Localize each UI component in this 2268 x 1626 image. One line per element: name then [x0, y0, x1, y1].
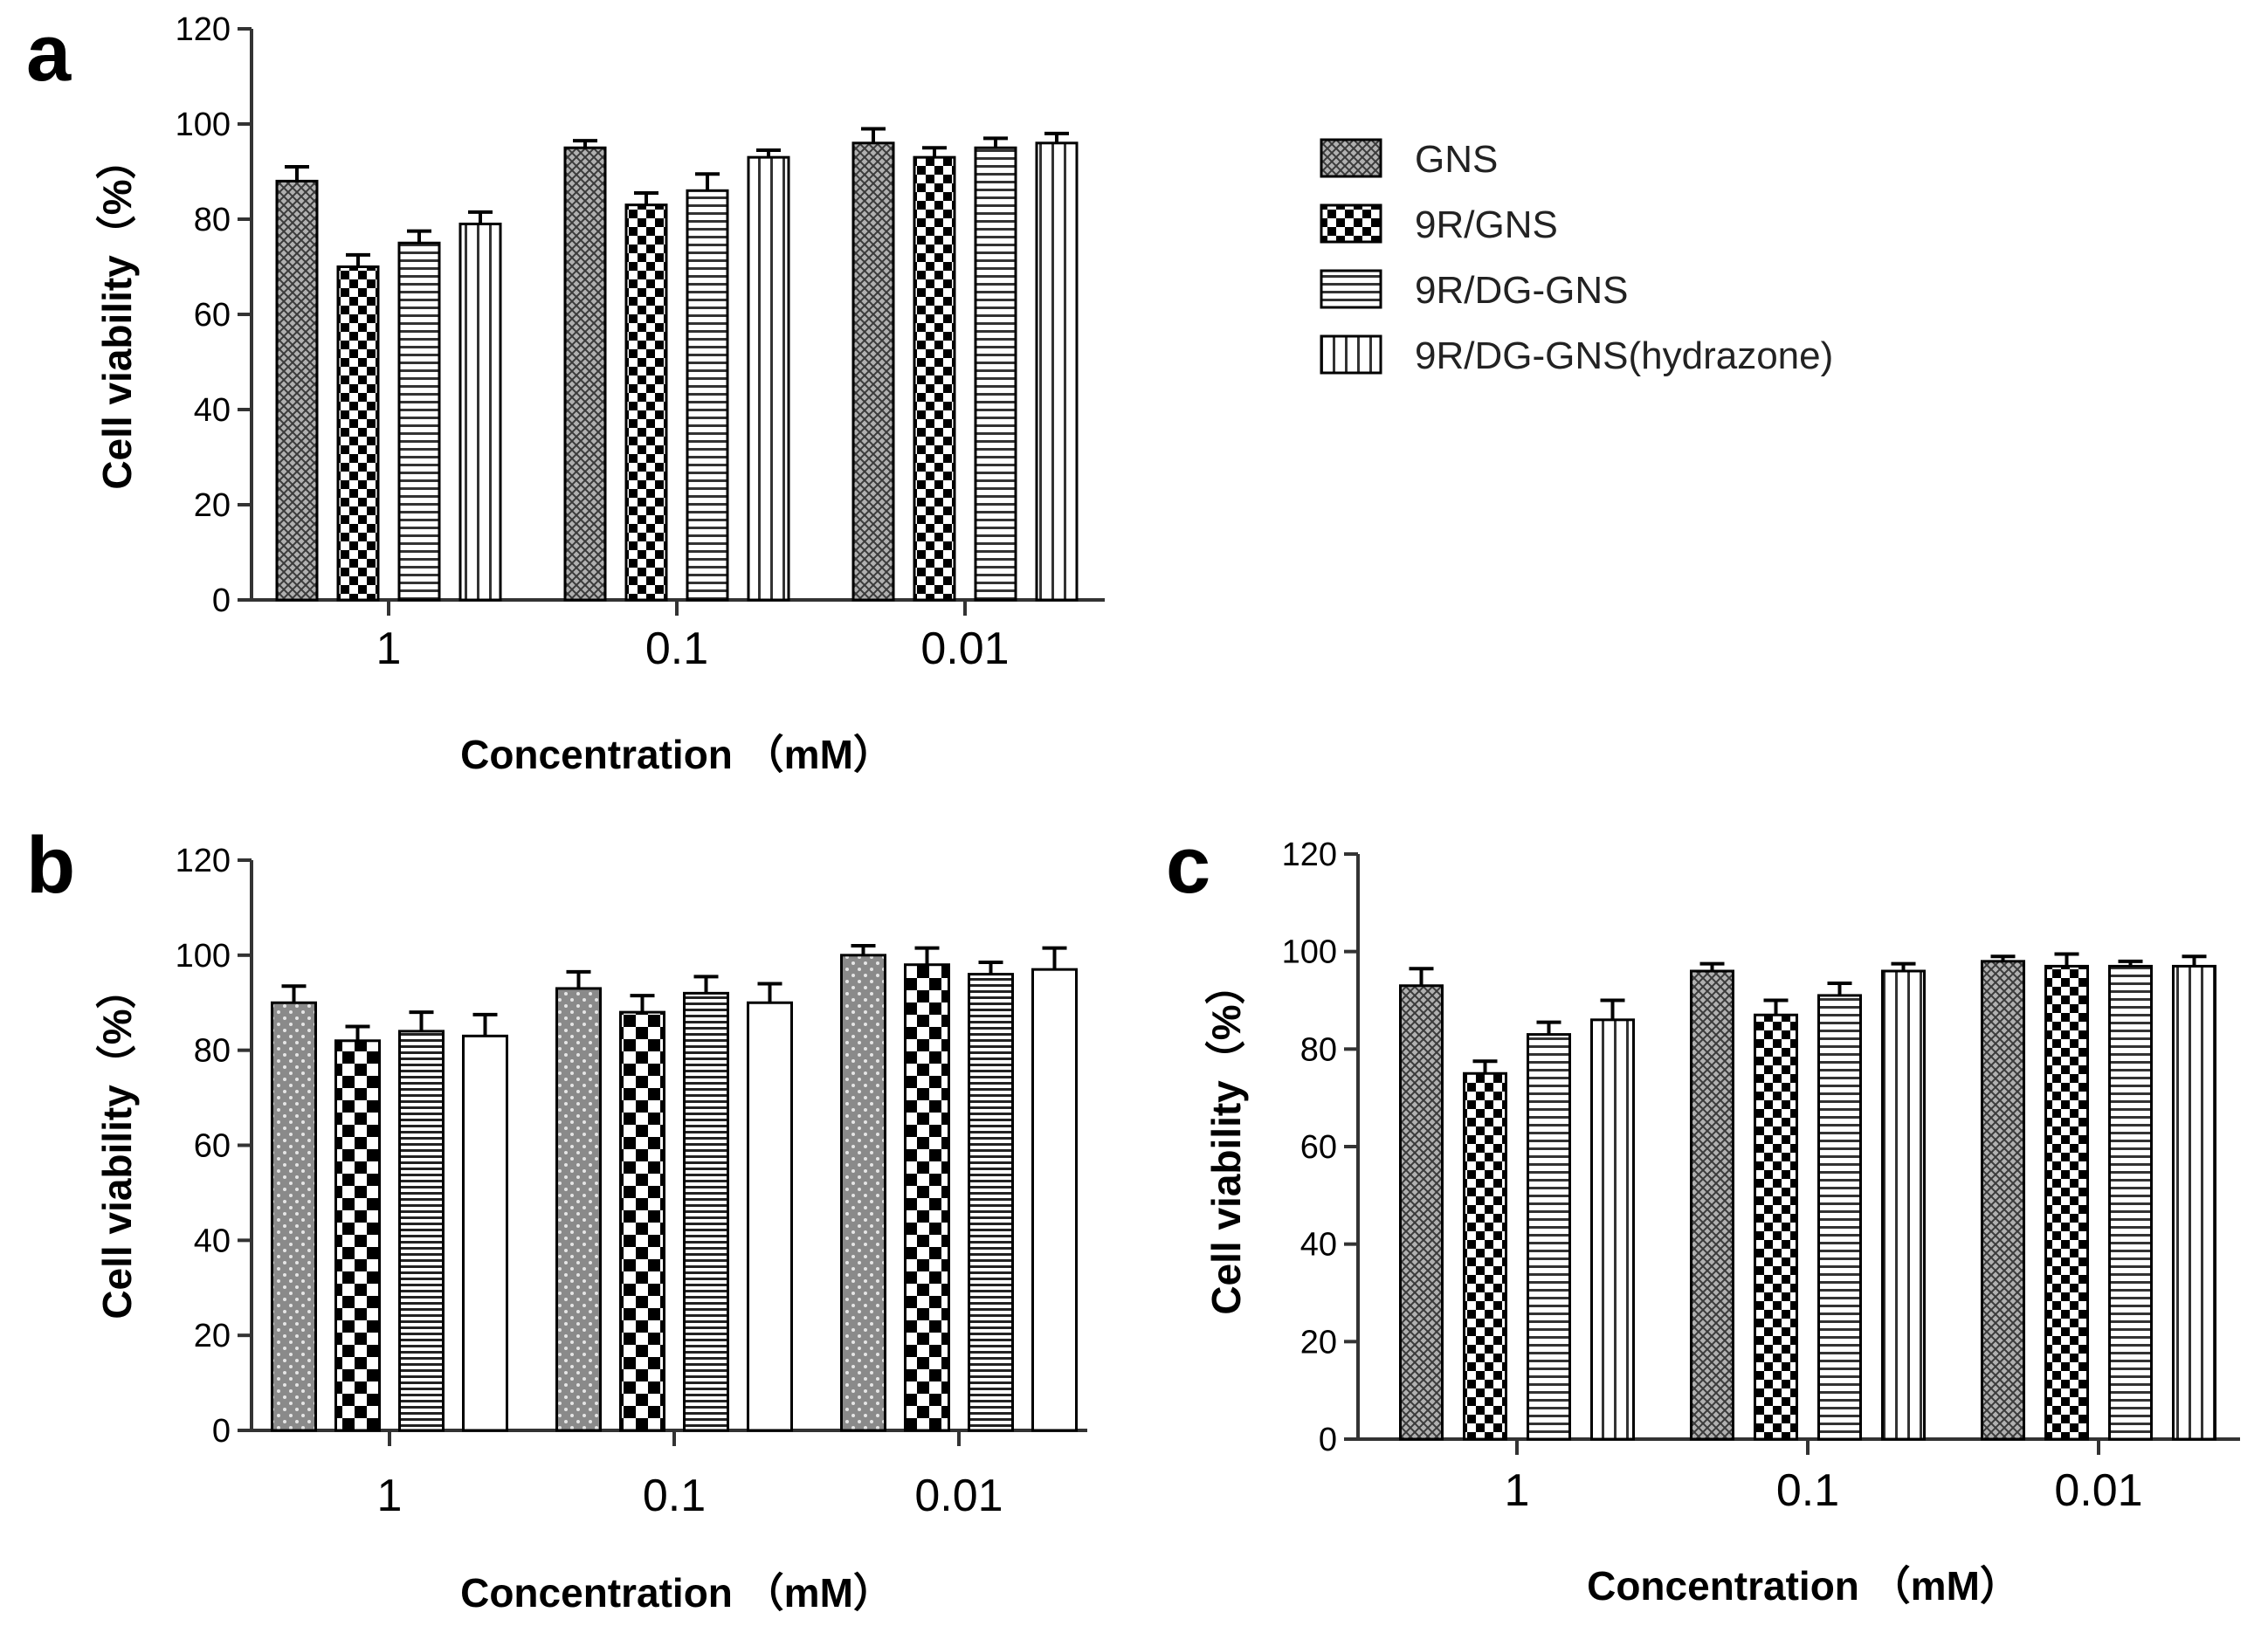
x-tick-label-c: 0.1 [1776, 1465, 1839, 1516]
x-axis-title-a: Concentration （mM） [460, 732, 893, 777]
y-axis-title-c: Cell viability（%） [1203, 964, 1249, 1314]
bar-b-gns-0.1 [555, 987, 602, 1432]
bar-b-9r-gns-0.1 [619, 1010, 665, 1432]
y-tick-label-b: 20 [194, 1318, 231, 1354]
legend-swatch-9r-gns [1320, 203, 1382, 244]
bar-c-9r-dg-gns-0.1 [1817, 994, 1862, 1441]
legend-label-9r-gns: 9R/GNS [1415, 203, 1558, 246]
y-tick-label-c: 80 [1300, 1031, 1337, 1068]
bar-c-9r-dg-gns-hydrazone--0.01 [2172, 964, 2216, 1441]
chart-panel-b: 0 20 40 60 80 100 120 1 0.1 0.01 Concentration （mM… [94, 843, 1087, 1616]
y-tick-label-a: 120 [176, 11, 231, 48]
bar-a-9r-dg-gns-0.01 [974, 146, 1017, 602]
bar-a-9r-gns-0.1 [624, 203, 668, 602]
x-axis-title-b: Concentration （mM） [460, 1570, 893, 1616]
legend-label-9r-dg-gns-hydrazone: 9R/DG-GNS(hydrazone) [1415, 334, 1833, 377]
x-tick-label-b: 0.01 [914, 1471, 1003, 1521]
panel-label-c: c [1166, 821, 1210, 910]
legend-swatch-9r-dg-gns [1320, 269, 1382, 309]
bar-c-9r-dg-gns-0.01 [2108, 964, 2153, 1441]
x-tick-label-a: 0.01 [920, 624, 1009, 674]
bar-a-9r-gns-0.01 [913, 155, 956, 602]
legend-label-gns: GNS [1415, 138, 1498, 181]
bar-c-9r-gns-1 [1463, 1071, 1507, 1441]
bar-a-9r-dg-gns-hydrazone--0.1 [747, 155, 790, 602]
x-tick-label-b: 0.1 [643, 1471, 706, 1521]
panel-label-a: a [26, 9, 72, 98]
bar-b-9r-dg-gns-1 [398, 1030, 445, 1432]
y-tick-label-a: 80 [194, 202, 231, 238]
y-tick-label-b: 40 [194, 1223, 231, 1259]
legend: GNS 9R/GNS 9R/DG-GNS 9R/DG-GNS(hydrazone… [1320, 138, 1833, 377]
y-tick-label-c: 0 [1319, 1422, 1337, 1458]
bar-b-9r-dg-gns-0.01 [968, 973, 1014, 1432]
x-tick-label-b: 1 [377, 1471, 403, 1521]
bar-a-9r-dg-gns-0.1 [686, 189, 729, 602]
bar-a-9r-dg-gns-hydrazone--0.01 [1035, 141, 1079, 602]
bar-b-gns-1 [271, 1001, 317, 1432]
y-tick-label-c: 120 [1282, 837, 1337, 873]
x-tick-label-a: 1 [376, 624, 402, 674]
x-tick-label-a: 0.1 [645, 624, 708, 674]
y-tick-label-a: 0 [212, 582, 231, 619]
y-tick-label-a: 60 [194, 297, 231, 334]
y-tick-label-a: 20 [194, 487, 231, 524]
chart-panel-a: 0 20 40 60 80 100 120 1 0.1 0.01 Concentration （mM… [94, 11, 1105, 777]
bar-c-9r-gns-0.1 [1754, 1013, 1798, 1441]
y-tick-label-b: 60 [194, 1128, 231, 1165]
bar-c-gns-1 [1399, 984, 1444, 1441]
x-axis-title-c: Concentration （mM） [1587, 1563, 2020, 1609]
y-tick-label-c: 60 [1300, 1129, 1337, 1166]
legend-label-9r-dg-gns: 9R/DG-GNS [1415, 269, 1628, 312]
y-axis-title-a: Cell viability（%） [94, 139, 140, 489]
y-tick-label-b: 120 [176, 843, 231, 879]
bar-c-9r-dg-gns-hydrazone--0.1 [1881, 969, 1926, 1441]
bar-a-gns-0.1 [563, 146, 607, 602]
legend-swatch-gns [1320, 138, 1382, 178]
bar-c-9r-gns-0.01 [2044, 964, 2089, 1441]
y-tick-label-a: 100 [176, 107, 231, 143]
panel-label-b: b [26, 821, 75, 910]
bar-b-gns-0.01 [840, 954, 886, 1432]
x-tick-label-c: 0.01 [2054, 1465, 2142, 1516]
bar-a-9r-dg-gns-hydrazone--1 [458, 222, 502, 602]
bar-a-9r-dg-gns-1 [397, 241, 441, 602]
bar-b-9r-dg-gns-0.1 [683, 991, 729, 1432]
bar-a-9r-gns-1 [336, 265, 380, 602]
bar-b-9r-gns-0.01 [904, 963, 950, 1432]
y-axis-title-b: Cell viability（%） [94, 968, 140, 1319]
y-tick-label-a: 40 [194, 392, 231, 429]
chart-panel-c: 0 20 40 60 80 100 120 1 0.1 0.01 Concentration （mM… [1203, 837, 2240, 1609]
y-tick-label-c: 100 [1282, 934, 1337, 971]
y-tick-label-b: 0 [212, 1413, 231, 1450]
bar-b-9r-dg-gns-hydrazone--0.01 [1031, 968, 1078, 1432]
y-tick-label-b: 100 [176, 938, 231, 975]
bar-b-9r-dg-gns-hydrazone--1 [462, 1034, 508, 1432]
bar-a-gns-1 [275, 179, 319, 602]
y-tick-label-c: 40 [1300, 1227, 1337, 1264]
x-tick-label-c: 1 [1505, 1465, 1530, 1516]
bar-c-gns-0.1 [1690, 969, 1734, 1441]
bar-c-9r-dg-gns-hydrazone--1 [1590, 1018, 1635, 1441]
bar-b-9r-gns-1 [334, 1039, 381, 1432]
legend-swatch-9r-dg-gns-hydrazone [1320, 334, 1382, 375]
bar-b-9r-dg-gns-hydrazone--0.1 [747, 1001, 793, 1432]
y-tick-label-b: 80 [194, 1033, 231, 1070]
y-tick-label-c: 20 [1300, 1324, 1337, 1361]
bar-c-gns-0.01 [1981, 960, 2025, 1441]
bar-c-9r-dg-gns-1 [1527, 1033, 1571, 1441]
bar-a-gns-0.01 [851, 141, 895, 602]
